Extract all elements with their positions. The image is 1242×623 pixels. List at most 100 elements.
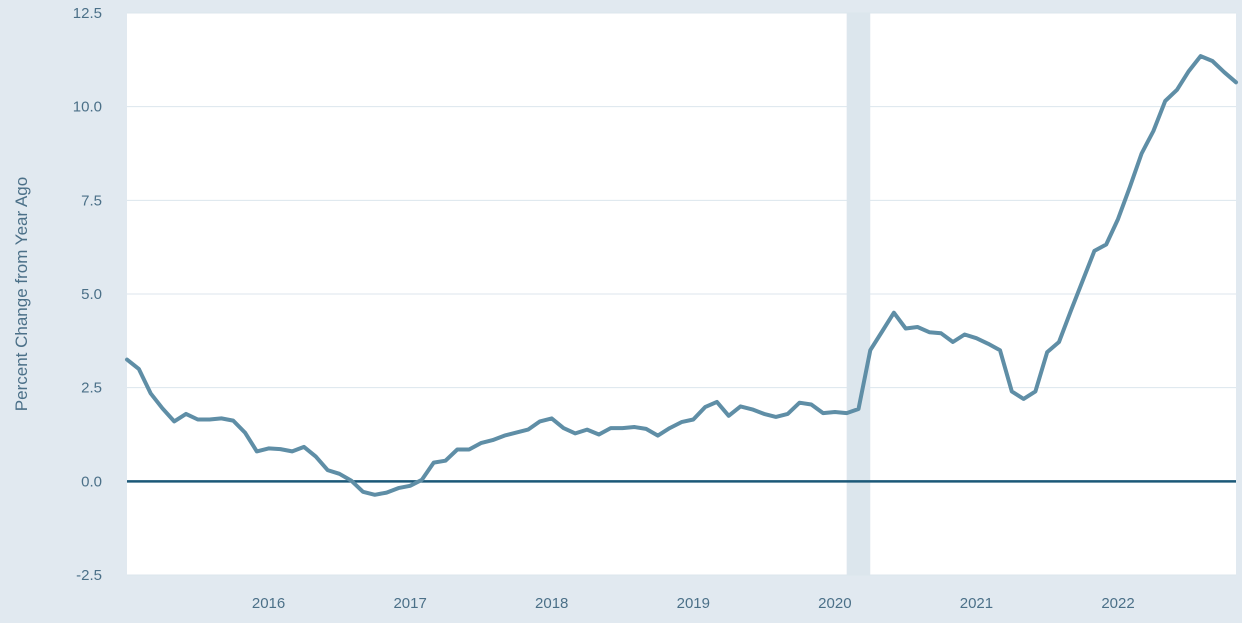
data-point — [1152, 129, 1155, 133]
data-point — [845, 411, 848, 415]
x-tick-label: 2017 — [393, 595, 426, 612]
data-point — [184, 412, 188, 416]
data-point — [1223, 70, 1226, 74]
data-point — [1034, 390, 1037, 393]
data-point — [1010, 390, 1014, 393]
data-point — [892, 311, 896, 314]
data-point — [621, 426, 624, 430]
y-tick-label: 12.5 — [73, 5, 102, 22]
data-point — [597, 433, 601, 436]
data-point — [302, 445, 306, 449]
data-point — [125, 358, 129, 361]
data-point — [1105, 243, 1108, 246]
data-point — [916, 325, 919, 329]
x-tick-label: 2018 — [535, 595, 568, 612]
data-point — [526, 428, 530, 431]
data-point — [314, 455, 317, 458]
data-point — [550, 417, 553, 420]
data-point — [998, 349, 1002, 352]
data-point — [397, 486, 400, 490]
data-point — [231, 419, 235, 422]
x-tick-label: 2019 — [677, 595, 710, 612]
data-point — [243, 431, 247, 434]
data-point — [491, 438, 494, 442]
x-tick-label: 2021 — [960, 595, 993, 612]
data-point — [857, 407, 860, 411]
y-tick-label: 10.0 — [73, 99, 102, 116]
data-point — [786, 412, 789, 416]
x-axis-tick-labels: 2016 2017 2018 2019 2020 2021 2022 — [252, 595, 1135, 612]
data-point — [538, 420, 542, 423]
data-point — [739, 405, 742, 408]
data-point — [798, 401, 801, 404]
data-point — [880, 330, 884, 333]
data-point — [1211, 59, 1214, 63]
data-point — [1234, 81, 1238, 84]
data-point — [1022, 397, 1025, 401]
data-point — [680, 420, 683, 424]
data-point — [1057, 340, 1061, 344]
data-point — [1175, 88, 1179, 92]
data-point — [668, 426, 671, 430]
data-point — [1128, 186, 1132, 189]
data-point — [326, 468, 329, 472]
data-point — [1199, 54, 1202, 58]
data-point — [373, 493, 376, 497]
data-point — [279, 447, 282, 451]
data-point — [161, 407, 164, 410]
data-point — [1140, 152, 1143, 155]
data-point — [656, 434, 660, 437]
data-point — [267, 447, 270, 450]
data-point — [609, 426, 612, 430]
data-point — [633, 425, 636, 429]
y-axis-label: Percent Change from Year Ago — [12, 177, 31, 411]
data-point — [939, 332, 943, 335]
data-point — [385, 491, 388, 494]
data-point — [290, 450, 294, 453]
data-point — [715, 400, 719, 404]
data-point — [975, 337, 978, 340]
y-tick-label: 0.0 — [81, 473, 102, 490]
data-point — [703, 405, 707, 409]
data-point — [1116, 217, 1120, 221]
data-point — [1046, 350, 1049, 354]
data-point — [833, 410, 837, 414]
data-points — [125, 54, 1238, 497]
data-point — [420, 478, 424, 482]
y-axis-tick-labels: -2.5 0.0 2.5 5.0 7.5 10.0 12.5 — [73, 5, 102, 584]
data-point — [574, 432, 577, 435]
data-point — [928, 331, 931, 334]
data-point — [137, 367, 140, 371]
data-point — [1164, 99, 1167, 103]
data-point — [255, 450, 258, 453]
data-point — [456, 448, 459, 451]
x-tick-label: 2022 — [1101, 595, 1134, 612]
data-point — [821, 411, 825, 415]
y-tick-label: 2.5 — [81, 380, 102, 397]
data-point — [172, 420, 176, 423]
data-point — [987, 342, 990, 346]
y-tick-label: 5.0 — [81, 286, 102, 303]
data-point — [349, 479, 353, 482]
y-tick-label: -2.5 — [76, 567, 102, 584]
data-point — [727, 414, 730, 417]
data-point — [361, 490, 365, 494]
data-point — [479, 441, 483, 445]
data-point — [869, 349, 872, 352]
data-point — [1093, 249, 1096, 253]
data-point — [444, 459, 447, 462]
data-point — [644, 427, 648, 431]
data-point — [1069, 309, 1073, 313]
data-point — [338, 472, 341, 476]
data-point — [467, 448, 471, 451]
data-point — [503, 434, 506, 437]
x-tick-label: 2016 — [252, 595, 285, 612]
data-point — [1081, 279, 1084, 283]
data-point — [196, 418, 199, 421]
x-tick-label: 2020 — [818, 595, 851, 612]
recession-shading — [846, 13, 871, 575]
data-point — [432, 461, 435, 464]
data-point — [408, 484, 412, 488]
data-point — [751, 408, 754, 411]
